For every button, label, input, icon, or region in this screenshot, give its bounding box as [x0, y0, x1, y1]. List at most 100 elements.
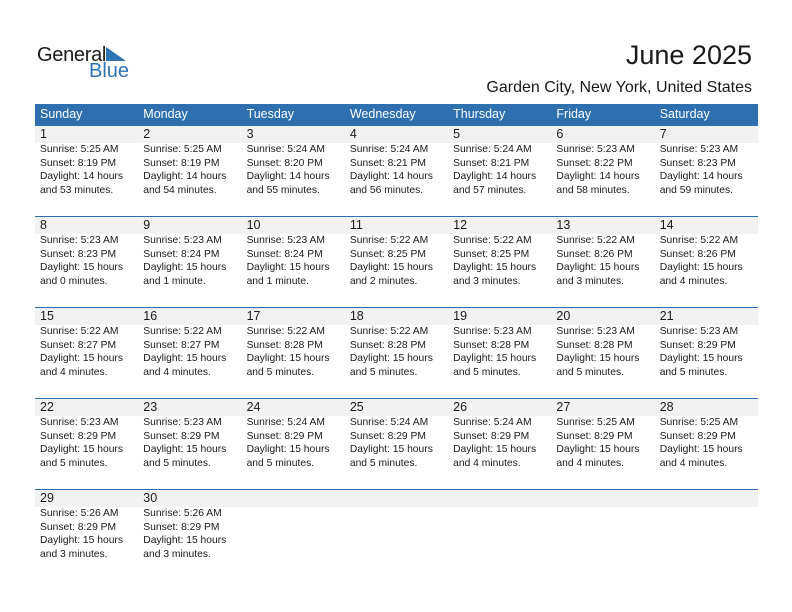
day-cell: 19 Sunrise: 5:23 AM Sunset: 8:28 PM Dayligh… [448, 308, 551, 398]
day-cell: 22 Sunrise: 5:23 AM Sunset: 8:29 PM Dayligh… [35, 399, 138, 489]
weekday-monday: Monday [143, 107, 188, 121]
daylight-minutes-text: and 3 minutes. [453, 275, 521, 287]
day-cell: 26 Sunrise: 5:24 AM Sunset: 8:29 PM Dayligh… [448, 399, 551, 489]
sunset-text: Sunset: 8:25 PM [349, 248, 426, 260]
calendar-grid: Sunday Monday Tuesday Wednesday Thursday Frid… [35, 104, 758, 580]
day-number: 12 [453, 218, 468, 232]
day-number: 30 [143, 491, 158, 505]
daylight-text: Daylight: 15 hours [453, 262, 537, 273]
sunrise-text: Sunrise: 5:23 AM [143, 417, 222, 428]
sunset-text: Sunset: 8:27 PM [143, 339, 220, 351]
week-row: 15 Sunrise: 5:22 AM Sunset: 8:27 PM Dayligh… [35, 307, 758, 398]
daylight-text: Daylight: 15 hours [143, 444, 227, 455]
daylight-minutes-text: and 4 minutes. [659, 275, 728, 287]
sunset-text: Sunset: 8:23 PM [40, 248, 117, 260]
sunset-text: Sunset: 8:23 PM [659, 157, 736, 169]
day-number: 15 [40, 309, 54, 323]
week-row: 1 Sunrise: 5:25 AM Sunset: 8:19 PM Daylight… [35, 125, 758, 216]
week-row: 22 Sunrise: 5:23 AM Sunset: 8:29 PM Dayligh… [35, 398, 758, 489]
day-cell: 15 Sunrise: 5:22 AM Sunset: 8:27 PM Dayligh… [35, 308, 138, 398]
sunrise-text: Sunrise: 5:22 AM [659, 235, 739, 246]
sunrise-text: Sunrise: 5:23 AM [143, 235, 222, 246]
sunset-text: Sunset: 8:19 PM [40, 157, 117, 169]
sunrise-text: Sunrise: 5:24 AM [453, 144, 532, 155]
daylight-text: Daylight: 15 hours [246, 353, 330, 364]
day-cell: 14 Sunrise: 5:22 AM Sunset: 8:26 PM Dayligh… [655, 217, 758, 307]
week-row: 29 Sunrise: 5:26 AM Sunset: 8:29 PM Dayligh… [35, 489, 758, 580]
date-band [35, 308, 758, 325]
day-number: 25 [349, 400, 364, 414]
sunset-text: Sunset: 8:28 PM [556, 339, 633, 351]
daylight-minutes-text: and 5 minutes. [453, 366, 521, 378]
sunrise-text: Sunrise: 5:23 AM [453, 326, 532, 337]
day-number: 18 [349, 309, 364, 323]
daylight-text: Daylight: 15 hours [40, 262, 123, 273]
daylight-text: Daylight: 14 hours [453, 171, 537, 182]
sunrise-text: Sunrise: 5:23 AM [246, 235, 325, 246]
day-cell: 9 Sunrise: 5:23 AM Sunset: 8:24 PM Daylight… [138, 217, 241, 307]
day-cell: 29 Sunrise: 5:26 AM Sunset: 8:29 PM Dayligh… [35, 490, 138, 580]
date-band [35, 490, 758, 507]
date-band [35, 126, 758, 143]
daylight-minutes-text: and 4 minutes. [143, 366, 211, 378]
day-cell: 10 Sunrise: 5:23 AM Sunset: 8:24 PM Dayligh… [242, 217, 345, 307]
daylight-minutes-text: and 5 minutes. [246, 457, 315, 469]
day-number: 27 [556, 400, 571, 414]
daylight-text: Daylight: 15 hours [143, 535, 227, 546]
weekday-thursday: Thursday [453, 107, 506, 121]
day-number: 5 [453, 127, 461, 141]
daylight-text: Daylight: 14 hours [659, 171, 743, 182]
sunrise-text: Sunrise: 5:23 AM [659, 326, 739, 337]
sunset-text: Sunset: 8:26 PM [556, 248, 633, 260]
sunrise-text: Sunrise: 5:24 AM [349, 144, 429, 155]
day-number: 28 [659, 400, 674, 414]
daylight-text: Daylight: 15 hours [453, 353, 537, 364]
sunrise-text: Sunrise: 5:25 AM [659, 417, 739, 428]
sunset-text: Sunset: 8:29 PM [349, 430, 426, 442]
sunrise-text: Sunrise: 5:22 AM [143, 326, 222, 337]
day-number: 7 [659, 127, 667, 141]
weekday-tuesday: Tuesday [246, 107, 295, 121]
day-number: 17 [246, 309, 261, 323]
sunrise-text: Sunrise: 5:25 AM [143, 144, 222, 155]
sunset-text: Sunset: 8:28 PM [246, 339, 323, 351]
daylight-text: Daylight: 15 hours [40, 444, 123, 455]
sunset-text: Sunset: 8:21 PM [453, 157, 530, 169]
sunset-text: Sunset: 8:21 PM [349, 157, 426, 169]
daylight-text: Daylight: 14 hours [143, 171, 227, 182]
daylight-text: Daylight: 15 hours [556, 444, 640, 455]
sunset-text: Sunset: 8:29 PM [659, 339, 736, 351]
weekday-wednesday: Wednesday [349, 107, 416, 121]
sunrise-text: Sunrise: 5:22 AM [246, 326, 325, 337]
day-cell: 17 Sunrise: 5:22 AM Sunset: 8:28 PM Dayligh… [242, 308, 345, 398]
day-cell: 1 Sunrise: 5:25 AM Sunset: 8:19 PM Daylight… [35, 126, 138, 216]
sunset-text: Sunset: 8:20 PM [246, 157, 323, 169]
daylight-text: Daylight: 15 hours [40, 353, 123, 364]
logo-word-blue: Blue [89, 60, 130, 82]
daylight-text: Daylight: 15 hours [349, 444, 433, 455]
sunset-text: Sunset: 8:29 PM [40, 430, 117, 442]
sunset-text: Sunset: 8:29 PM [40, 521, 117, 533]
day-cell: 24 Sunrise: 5:24 AM Sunset: 8:29 PM Dayligh… [242, 399, 345, 489]
sunset-text: Sunset: 8:29 PM [453, 430, 530, 442]
daylight-text: Daylight: 15 hours [349, 262, 433, 273]
daylight-minutes-text: and 3 minutes. [143, 548, 211, 560]
day-number: 16 [143, 309, 158, 323]
daylight-text: Daylight: 14 hours [246, 171, 330, 182]
day-number: 23 [143, 400, 158, 414]
sunrise-text: Sunrise: 5:24 AM [349, 417, 429, 428]
daylight-minutes-text: and 58 minutes. [556, 184, 630, 196]
day-cell: 20 Sunrise: 5:23 AM Sunset: 8:28 PM Dayligh… [551, 308, 654, 398]
daylight-minutes-text: and 59 minutes. [659, 184, 733, 196]
daylight-minutes-text: and 5 minutes. [349, 366, 418, 378]
sunset-text: Sunset: 8:22 PM [556, 157, 633, 169]
daylight-minutes-text: and 57 minutes. [453, 184, 527, 196]
daylight-text: Daylight: 14 hours [40, 171, 123, 182]
sunset-text: Sunset: 8:27 PM [40, 339, 117, 351]
date-band [35, 399, 758, 416]
weekday-header: Sunday Monday Tuesday Wednesday Thursday Frid… [35, 104, 758, 125]
daylight-minutes-text: and 5 minutes. [143, 457, 211, 469]
daylight-text: Daylight: 15 hours [659, 262, 743, 273]
day-cell: 8 Sunrise: 5:23 AM Sunset: 8:23 PM Daylight… [35, 217, 138, 307]
